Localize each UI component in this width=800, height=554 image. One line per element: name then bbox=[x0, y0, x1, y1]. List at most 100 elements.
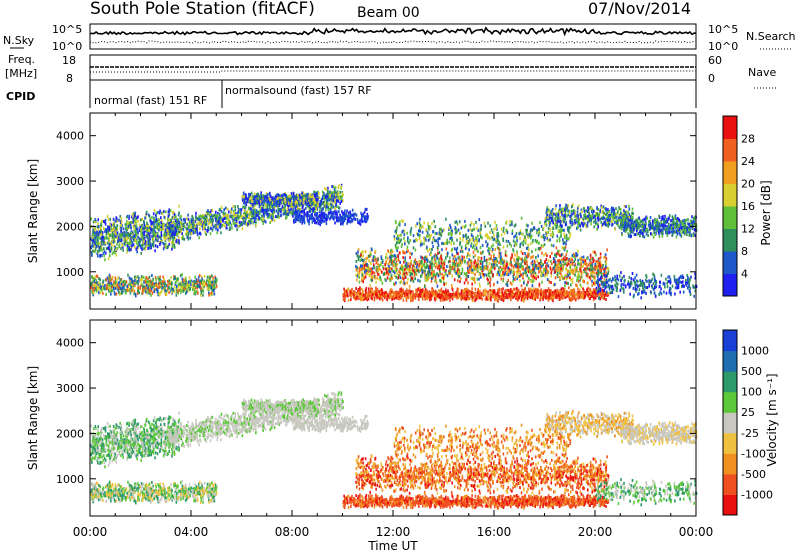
echo-point bbox=[521, 295, 523, 299]
echo-point bbox=[181, 288, 184, 292]
echo-point bbox=[95, 233, 98, 237]
echo-point bbox=[518, 296, 521, 300]
echo-point bbox=[141, 223, 143, 227]
echo-point bbox=[161, 280, 164, 284]
echo-point bbox=[351, 287, 353, 291]
echo-point bbox=[309, 197, 312, 201]
echo-point bbox=[138, 237, 140, 240]
echo-point bbox=[425, 290, 427, 293]
echo-point bbox=[178, 227, 181, 231]
echo-point bbox=[274, 200, 276, 204]
echo-point bbox=[325, 214, 327, 218]
echo-point bbox=[442, 290, 445, 294]
echo-point bbox=[199, 232, 202, 236]
echo-point bbox=[316, 199, 318, 203]
echo-point bbox=[169, 236, 172, 240]
echo-point bbox=[90, 237, 92, 241]
echo-point bbox=[128, 214, 131, 218]
echo-point bbox=[201, 288, 204, 292]
echo-point bbox=[440, 296, 442, 300]
echo-point bbox=[167, 287, 169, 291]
echo-point bbox=[210, 227, 212, 231]
echo-point bbox=[113, 227, 116, 231]
echo-point bbox=[484, 297, 487, 301]
echo-point bbox=[117, 283, 119, 287]
echo-point bbox=[117, 288, 119, 292]
echo-point bbox=[172, 237, 174, 241]
echo-point bbox=[391, 297, 393, 301]
echo-point bbox=[143, 236, 145, 240]
echo-point bbox=[156, 283, 159, 287]
echo-point bbox=[340, 220, 343, 223]
echo-point bbox=[260, 195, 263, 199]
echo-point bbox=[203, 274, 206, 278]
echo-point bbox=[386, 298, 388, 302]
echo-point bbox=[109, 254, 111, 258]
echo-point bbox=[256, 196, 259, 200]
echo-point bbox=[100, 224, 103, 228]
echo-point bbox=[603, 294, 605, 298]
echo-point bbox=[387, 294, 389, 298]
echo-point bbox=[514, 287, 516, 291]
echo-point bbox=[149, 234, 151, 238]
echo-point bbox=[156, 223, 158, 226]
echo-point bbox=[290, 206, 293, 210]
echo-point bbox=[147, 213, 150, 217]
echo-point bbox=[194, 219, 197, 223]
echo-point bbox=[139, 243, 141, 247]
echo-point bbox=[159, 243, 161, 246]
echo-point bbox=[478, 296, 481, 300]
echo-point bbox=[152, 242, 154, 246]
echo-point bbox=[468, 293, 471, 296]
echo-point bbox=[366, 217, 368, 221]
echo-point bbox=[135, 230, 137, 234]
echo-point bbox=[308, 222, 310, 226]
echo-point bbox=[218, 213, 221, 216]
echo-point bbox=[120, 236, 123, 240]
echo-point bbox=[277, 212, 279, 215]
echo-point bbox=[308, 194, 311, 198]
echo-point bbox=[109, 224, 112, 228]
echo-point bbox=[111, 285, 113, 289]
echo-point bbox=[177, 282, 180, 286]
echo-point bbox=[152, 212, 155, 216]
echo-point bbox=[389, 289, 392, 293]
echo-point bbox=[173, 277, 175, 281]
echo-point bbox=[198, 236, 200, 240]
echo-point bbox=[184, 286, 186, 290]
echo-point bbox=[222, 211, 225, 215]
echo-point bbox=[200, 293, 202, 297]
echo-point bbox=[279, 213, 282, 217]
echo-point bbox=[204, 220, 206, 224]
echo-point bbox=[205, 232, 207, 236]
echo-point bbox=[363, 293, 365, 297]
echo-point bbox=[92, 278, 94, 282]
echo-point bbox=[220, 209, 223, 213]
echo-point bbox=[540, 289, 542, 293]
echo-point bbox=[331, 198, 334, 202]
echo-point bbox=[302, 191, 305, 195]
echo-point bbox=[380, 295, 383, 299]
echo-point bbox=[380, 290, 382, 294]
echo-point bbox=[386, 276, 389, 280]
echo-point bbox=[491, 249, 493, 253]
echo-point bbox=[402, 298, 405, 302]
echo-point bbox=[255, 211, 258, 215]
echo-point bbox=[560, 287, 563, 291]
echo-point bbox=[500, 293, 503, 296]
echo-point bbox=[106, 276, 109, 280]
echo-point bbox=[160, 226, 162, 229]
echo-point bbox=[120, 282, 123, 286]
nsky-label: N.Sky bbox=[3, 34, 35, 47]
echo-point bbox=[147, 239, 150, 243]
echo-point bbox=[116, 224, 119, 228]
echo-point bbox=[366, 212, 369, 216]
echo-point bbox=[362, 289, 364, 293]
echo-point bbox=[271, 204, 274, 208]
echo-point bbox=[195, 278, 198, 282]
echo-point bbox=[329, 194, 331, 198]
echo-point bbox=[132, 281, 135, 285]
echo-point bbox=[224, 215, 226, 219]
echo-point bbox=[163, 277, 165, 281]
echo-point bbox=[319, 205, 322, 209]
